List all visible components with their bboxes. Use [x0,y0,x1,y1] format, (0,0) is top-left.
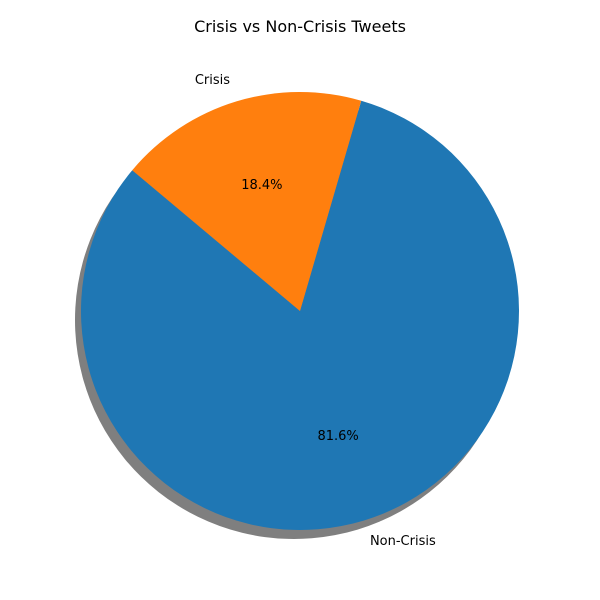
pie-slices [80,91,519,530]
pie-slice-non-crisis [80,100,519,530]
slice-pct-crisis: 18.4% [241,178,282,193]
chart-title: Crisis vs Non-Crisis Tweets [194,17,406,36]
pie-slice-crisis [132,91,362,311]
slice-label-non-crisis: Non-Crisis [370,534,436,549]
pie-labels: Non-Crisis 81.6% Crisis 18.4% [195,73,436,549]
slice-label-crisis: Crisis [195,73,230,88]
slice-pct-non-crisis: 81.6% [317,429,358,444]
